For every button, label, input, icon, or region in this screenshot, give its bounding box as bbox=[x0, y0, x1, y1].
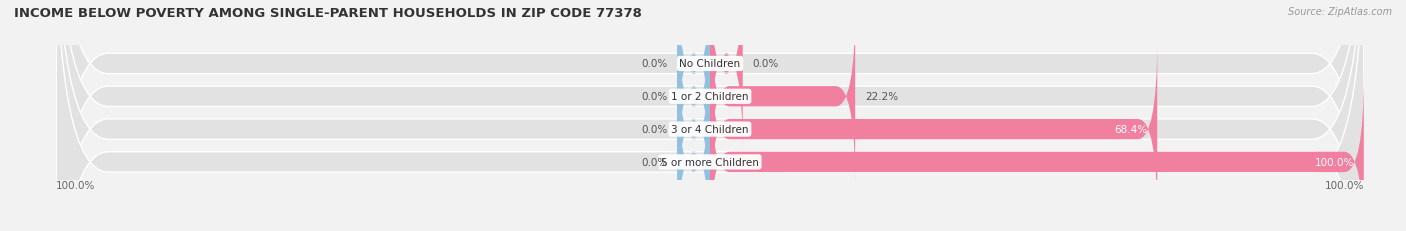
FancyBboxPatch shape bbox=[710, 9, 855, 185]
FancyBboxPatch shape bbox=[678, 74, 710, 231]
Text: 0.0%: 0.0% bbox=[641, 92, 668, 102]
FancyBboxPatch shape bbox=[710, 0, 742, 152]
FancyBboxPatch shape bbox=[56, 0, 1364, 231]
Text: 100.0%: 100.0% bbox=[1324, 180, 1364, 190]
Text: 0.0%: 0.0% bbox=[752, 59, 779, 69]
Text: INCOME BELOW POVERTY AMONG SINGLE-PARENT HOUSEHOLDS IN ZIP CODE 77378: INCOME BELOW POVERTY AMONG SINGLE-PARENT… bbox=[14, 7, 643, 20]
Text: Source: ZipAtlas.com: Source: ZipAtlas.com bbox=[1288, 7, 1392, 17]
FancyBboxPatch shape bbox=[678, 9, 710, 185]
Text: 100.0%: 100.0% bbox=[1315, 157, 1354, 167]
Text: 0.0%: 0.0% bbox=[641, 59, 668, 69]
FancyBboxPatch shape bbox=[678, 42, 710, 217]
FancyBboxPatch shape bbox=[56, 0, 1364, 231]
Text: 100.0%: 100.0% bbox=[56, 180, 96, 190]
Text: 0.0%: 0.0% bbox=[641, 157, 668, 167]
Text: 1 or 2 Children: 1 or 2 Children bbox=[671, 92, 749, 102]
FancyBboxPatch shape bbox=[710, 74, 1364, 231]
Text: 5 or more Children: 5 or more Children bbox=[661, 157, 759, 167]
FancyBboxPatch shape bbox=[56, 0, 1364, 231]
Text: 3 or 4 Children: 3 or 4 Children bbox=[671, 125, 749, 134]
Text: 0.0%: 0.0% bbox=[641, 125, 668, 134]
FancyBboxPatch shape bbox=[56, 0, 1364, 231]
Text: 22.2%: 22.2% bbox=[865, 92, 898, 102]
Text: No Children: No Children bbox=[679, 59, 741, 69]
FancyBboxPatch shape bbox=[710, 42, 1157, 217]
Text: 68.4%: 68.4% bbox=[1115, 125, 1147, 134]
FancyBboxPatch shape bbox=[678, 0, 710, 152]
